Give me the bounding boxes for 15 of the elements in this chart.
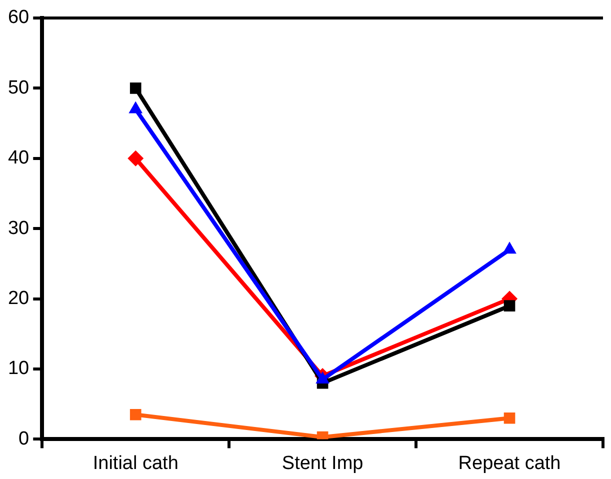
point	[128, 150, 144, 166]
y-tick-label: 60	[8, 7, 30, 28]
y-tick-label: 40	[8, 148, 30, 169]
y-tick-label: 0	[18, 428, 30, 450]
y-tick-label: 50	[8, 77, 30, 98]
x-tick-label: Stent Imp	[282, 452, 364, 474]
x-tick-label: Initial cath	[92, 452, 178, 474]
point	[130, 408, 142, 420]
y-tick-label: 20	[8, 288, 30, 310]
point	[504, 412, 516, 424]
point	[504, 300, 516, 312]
x-tick-label: Repeat cath	[458, 452, 561, 474]
point	[130, 82, 142, 94]
y-tick-label: 30	[8, 218, 30, 239]
y-tick-label: 10	[8, 358, 30, 380]
